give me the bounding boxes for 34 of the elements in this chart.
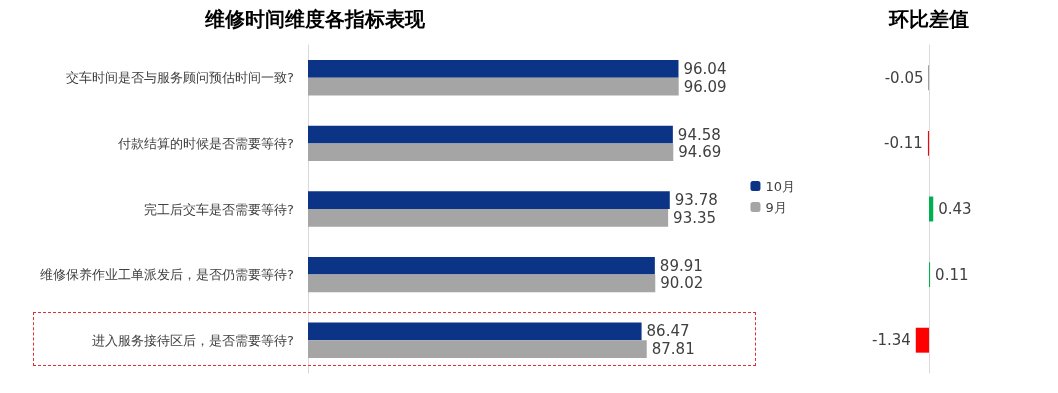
bar xyxy=(308,256,655,275)
bar xyxy=(308,60,679,78)
data-label: -0.11 xyxy=(884,134,923,153)
data-label: 87.81 xyxy=(651,340,695,359)
bar xyxy=(308,143,674,162)
data-label: 93.35 xyxy=(673,208,717,227)
bar xyxy=(308,125,673,144)
data-label: 94.69 xyxy=(678,143,722,162)
bar xyxy=(308,340,647,358)
chart-title: 维修时间维度各指标表现 xyxy=(204,7,426,31)
data-label: 90.02 xyxy=(660,274,704,293)
y-tick-label: 维修保养作业工单派发后，是否仍需要等待? xyxy=(40,267,294,283)
bar xyxy=(308,322,642,341)
bar xyxy=(308,209,669,227)
data-label: 86.47 xyxy=(646,322,690,341)
data-label: 93.78 xyxy=(674,191,718,210)
data-label: 96.04 xyxy=(683,59,727,78)
legend-label: 9月 xyxy=(765,199,787,215)
data-label: 89.91 xyxy=(659,256,703,275)
y-tick-label: 付款结算的时候是否需要等待? xyxy=(117,135,294,151)
y-tick-label: 完工后交车是否需要等待? xyxy=(144,201,294,217)
bar xyxy=(308,77,679,96)
y-tick-label: 进入服务接待区后，是否需要等待? xyxy=(92,332,294,348)
data-label: -1.34 xyxy=(871,331,911,350)
data-label: -0.05 xyxy=(884,68,924,87)
bar xyxy=(308,191,670,209)
y-tick-label: 交车时间是否与服务顾问预估时间一致? xyxy=(66,70,294,86)
chart-title: 环比差值 xyxy=(888,7,969,31)
legend-label: 10月 xyxy=(765,178,795,194)
data-label: 96.09 xyxy=(683,77,727,96)
bar xyxy=(308,274,656,293)
data-label: 94.58 xyxy=(677,125,721,144)
data-label: 0.11 xyxy=(935,265,969,284)
data-label: 0.43 xyxy=(938,200,972,218)
